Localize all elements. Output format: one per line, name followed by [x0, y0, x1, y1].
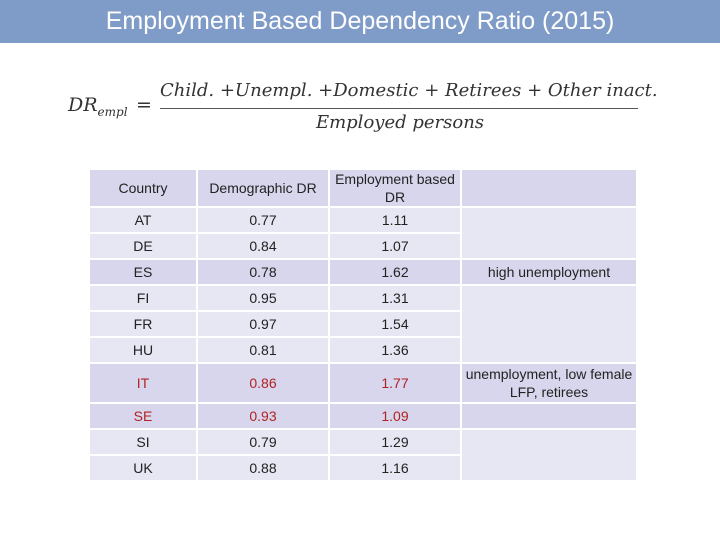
cell-demo: 0.88 [196, 454, 330, 482]
cell-empl: 1.09 [328, 402, 462, 430]
cell-empl: 1.54 [328, 310, 462, 338]
table-row: FR 0.97 1.54 [88, 310, 637, 338]
cell-country: FR [88, 310, 198, 338]
formula-denominator: Employed persons [315, 112, 485, 133]
table-row: UK 0.88 1.16 [88, 454, 637, 482]
cell-country: IT [88, 362, 198, 404]
header-country: Country [88, 168, 198, 208]
table-row: AT 0.77 1.11 [88, 206, 638, 260]
cell-country: DE [88, 232, 198, 260]
formula: DRempl = Child. +Unempl. +Domestic + Ret… [68, 80, 658, 140]
cell-country: UK [88, 454, 198, 482]
cell-note [460, 402, 638, 430]
cell-note [460, 428, 638, 482]
cell-country: HU [88, 336, 198, 364]
cell-empl: 1.29 [328, 428, 462, 456]
formula-lhs: DRempl [68, 94, 128, 119]
cell-empl: 1.36 [328, 336, 462, 364]
cell-demo: 0.93 [196, 402, 330, 430]
formula-equals: = [136, 94, 152, 116]
cell-empl: 1.62 [328, 258, 462, 286]
cell-note [460, 284, 638, 364]
table-row: FI 0.95 1.31 [88, 284, 638, 364]
header-demographic-dr: Demographic DR [196, 168, 330, 208]
table-row: IT 0.86 1.77 unemployment, low female LF… [88, 362, 638, 404]
cell-country: AT [88, 206, 198, 234]
cell-empl: 1.11 [328, 206, 462, 234]
cell-demo: 0.84 [196, 232, 330, 260]
header-note [460, 168, 638, 208]
cell-demo: 0.78 [196, 258, 330, 286]
cell-demo: 0.95 [196, 284, 330, 312]
cell-demo: 0.86 [196, 362, 330, 404]
cell-empl: 1.16 [328, 454, 462, 482]
table-row: SI 0.79 1.29 [88, 428, 638, 482]
cell-note [460, 206, 638, 260]
cell-country: FI [88, 284, 198, 312]
cell-demo: 0.81 [196, 336, 330, 364]
cell-demo: 0.77 [196, 206, 330, 234]
table-row: DE 0.84 1.07 [88, 232, 637, 260]
cell-note-italy: unemployment, low female LFP, retirees [460, 362, 638, 404]
page-title: Employment Based Dependency Ratio (2015) [105, 7, 615, 35]
formula-numerator: Child. +Unempl. +Domestic + Retirees + O… [160, 80, 658, 101]
fraction-bar [160, 108, 638, 109]
cell-note-high-unemployment: high unemployment [460, 258, 638, 286]
table-row: SE 0.93 1.09 [88, 402, 638, 430]
cell-demo: 0.79 [196, 428, 330, 456]
cell-demo: 0.97 [196, 310, 330, 338]
table-row: ES 0.78 1.62 high unemployment [88, 258, 638, 286]
cell-empl: 1.07 [328, 232, 462, 260]
formula-lhs-sub: empl [97, 104, 128, 119]
cell-country: SI [88, 428, 198, 456]
cell-empl: 1.31 [328, 284, 462, 312]
formula-lhs-main: DR [68, 94, 98, 116]
header-employment-dr: Employment based DR [328, 168, 462, 208]
title-bar: Employment Based Dependency Ratio (2015) [0, 0, 720, 43]
cell-country: SE [88, 402, 198, 430]
table-row: HU 0.81 1.36 [88, 336, 637, 364]
cell-country: ES [88, 258, 198, 286]
table-header-row: Country Demographic DR Employment based … [88, 168, 638, 208]
dependency-ratio-table: Country Demographic DR Employment based … [88, 168, 638, 482]
cell-empl: 1.77 [328, 362, 462, 404]
